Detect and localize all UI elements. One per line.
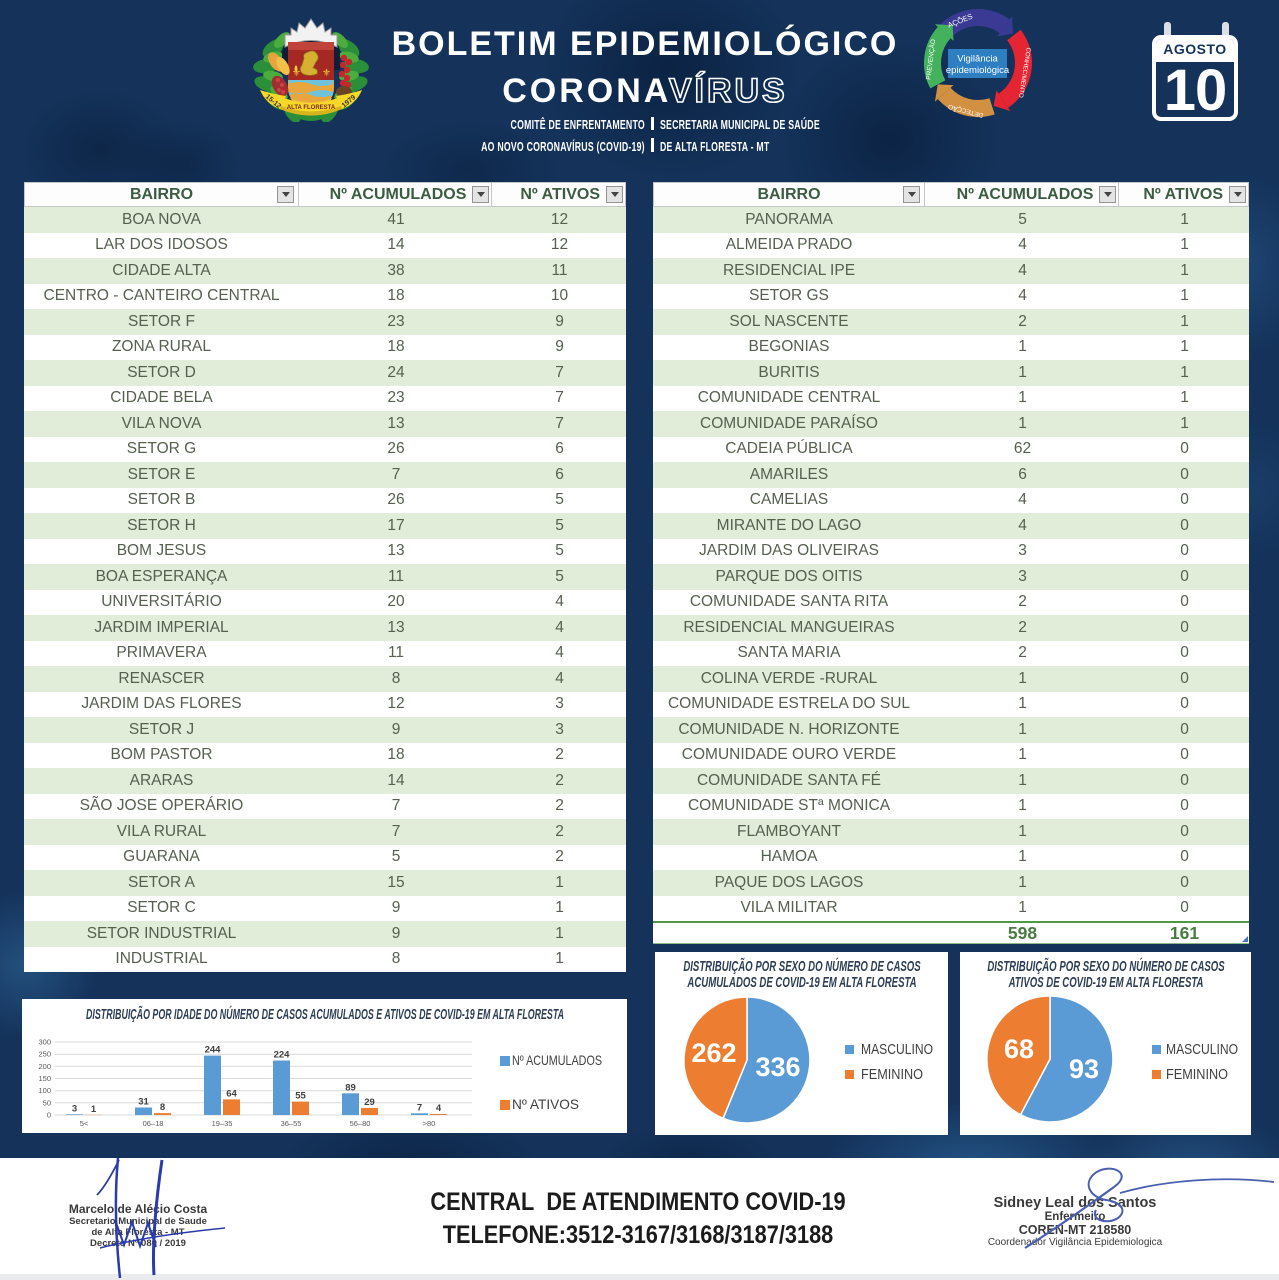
svg-text:19–35: 19–35 bbox=[212, 1119, 233, 1128]
svg-text:56–80: 56–80 bbox=[350, 1119, 371, 1128]
svg-text:4: 4 bbox=[436, 1103, 442, 1114]
svg-text:93: 93 bbox=[1069, 1054, 1099, 1084]
svg-text:7: 7 bbox=[417, 1102, 422, 1113]
svg-text:200: 200 bbox=[38, 1062, 51, 1071]
svg-text:64: 64 bbox=[226, 1088, 237, 1099]
svg-text:>80: >80 bbox=[423, 1119, 436, 1128]
svg-text:36–55: 36–55 bbox=[281, 1119, 302, 1128]
svg-text:1: 1 bbox=[91, 1104, 97, 1115]
svg-text:262: 262 bbox=[691, 1038, 736, 1068]
svg-text:50: 50 bbox=[43, 1098, 51, 1107]
svg-text:31: 31 bbox=[138, 1097, 149, 1108]
svg-text:Nº ACUMULADOS: Nº ACUMULADOS bbox=[512, 1052, 602, 1068]
svg-text:Nº ATIVOS: Nº ATIVOS bbox=[512, 1096, 579, 1112]
svg-text:150: 150 bbox=[38, 1074, 51, 1083]
svg-text:244: 244 bbox=[205, 1045, 222, 1056]
svg-text:300: 300 bbox=[38, 1038, 51, 1047]
svg-text:250: 250 bbox=[38, 1050, 51, 1059]
svg-text:MASCULINO: MASCULINO bbox=[861, 1041, 933, 1058]
svg-text:FEMININO: FEMININO bbox=[861, 1066, 923, 1083]
svg-text:100: 100 bbox=[38, 1086, 51, 1095]
svg-text:5<: 5< bbox=[80, 1119, 89, 1128]
svg-text:06–18: 06–18 bbox=[143, 1119, 164, 1128]
svg-text:Vigilância: Vigilância bbox=[957, 54, 998, 65]
svg-text:FEMININO: FEMININO bbox=[1166, 1066, 1228, 1083]
svg-text:68: 68 bbox=[1004, 1034, 1034, 1064]
svg-text:8: 8 bbox=[160, 1102, 165, 1113]
svg-text:ALTA FLORESTA: ALTA FLORESTA bbox=[287, 105, 336, 111]
svg-text:89: 89 bbox=[345, 1082, 356, 1093]
svg-text:⚜: ⚜ bbox=[292, 68, 301, 79]
svg-text:⚜: ⚜ bbox=[322, 68, 331, 79]
svg-text:336: 336 bbox=[755, 1052, 800, 1082]
svg-text:55: 55 bbox=[295, 1091, 306, 1102]
svg-text:3: 3 bbox=[72, 1103, 77, 1114]
svg-text:MASCULINO: MASCULINO bbox=[1166, 1041, 1238, 1058]
svg-text:29: 29 bbox=[364, 1097, 375, 1108]
svg-text:epidemiológica: epidemiológica bbox=[946, 65, 1010, 76]
svg-text:0: 0 bbox=[47, 1111, 51, 1120]
svg-text:224: 224 bbox=[274, 1050, 291, 1061]
